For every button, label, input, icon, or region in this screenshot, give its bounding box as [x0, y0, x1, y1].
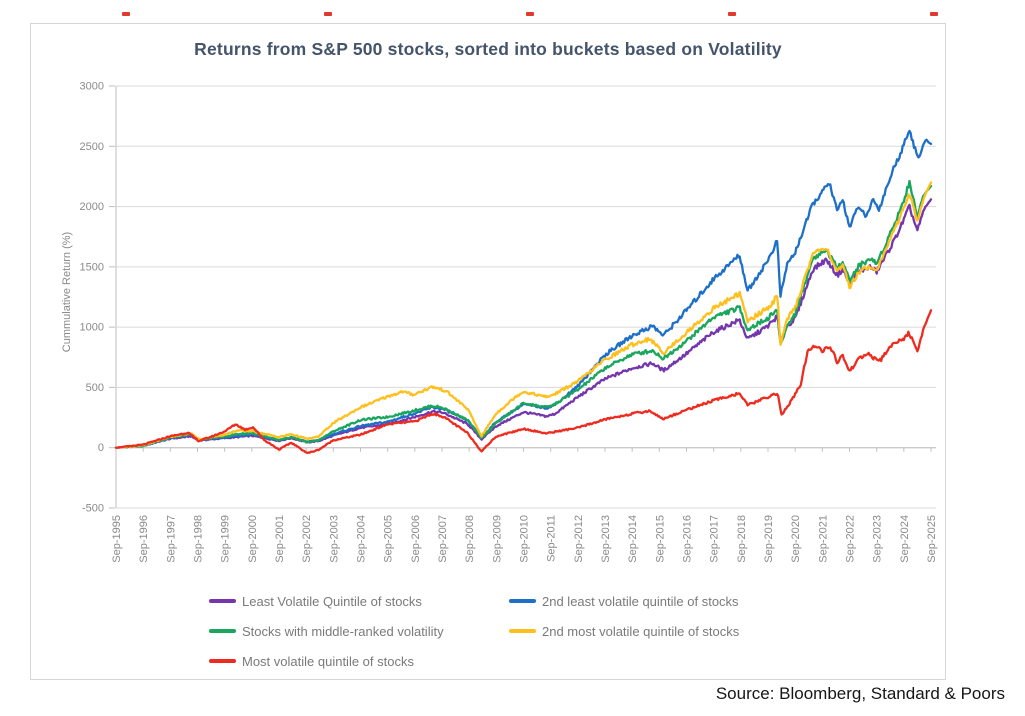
svg-text:Sep-2016: Sep-2016	[682, 515, 694, 563]
legend-label: Most volatile quintile of stocks	[242, 653, 414, 669]
chart-legend: Least Volatile Quintile of stocks 2nd lea…	[209, 586, 869, 676]
svg-text:2000: 2000	[80, 201, 104, 213]
svg-text:Sep-2017: Sep-2017	[709, 515, 721, 563]
legend-item-0: Least Volatile Quintile of stocks	[209, 594, 509, 609]
chart-title: Returns from S&P 500 stocks, sorted into…	[194, 39, 782, 59]
svg-text:Sep-2005: Sep-2005	[383, 515, 395, 563]
x-axis-tick-labels: Sep-1995 Sep-1996 Sep-1997 Sep-1998 Sep-1999…	[111, 447, 938, 563]
legend-marker-icon	[509, 599, 536, 603]
legend-item-1: 2nd least volatile quintile of stocks	[509, 594, 739, 609]
legend-item-4: Most volatile quintile of stocks	[209, 654, 509, 669]
svg-text:Sep-1997: Sep-1997	[165, 515, 177, 563]
svg-text:Sep-2022: Sep-2022	[845, 515, 857, 563]
chart-line-3	[114, 181, 933, 449]
legend-label: Least Volatile Quintile of stocks	[242, 593, 422, 609]
svg-text:Sep-2013: Sep-2013	[600, 515, 612, 563]
red-dash-artifact	[930, 12, 938, 16]
svg-text:Sep-2025: Sep-2025	[926, 515, 938, 563]
legend-row: Most volatile quintile of stocks	[209, 646, 869, 676]
svg-text:Sep-2024: Sep-2024	[899, 515, 911, 563]
legend-label: 2nd most volatile quintile of stocks	[542, 623, 740, 639]
svg-text:Sep-2011: Sep-2011	[546, 515, 558, 562]
svg-text:1500: 1500	[80, 261, 104, 273]
svg-text:Sep-2018: Sep-2018	[736, 515, 748, 563]
legend-label: 2nd least volatile quintile of stocks	[542, 593, 739, 609]
red-dash-artifact	[526, 12, 534, 16]
svg-text:500: 500	[86, 382, 104, 394]
chart-line-0	[114, 198, 933, 449]
red-dash-artifact	[122, 12, 130, 16]
svg-text:3000: 3000	[80, 81, 104, 93]
chart-line-2	[114, 179, 933, 449]
svg-text:Sep-1995: Sep-1995	[111, 515, 123, 563]
svg-text:0: 0	[98, 442, 104, 454]
y-axis-tick-labels: -500 0 500 1000 1500 2000 2500 3000	[80, 81, 115, 515]
svg-text:Sep-2023: Sep-2023	[872, 515, 884, 563]
chart-line-1	[114, 129, 933, 449]
legend-marker-icon	[209, 599, 236, 603]
legend-marker-icon	[209, 629, 236, 633]
chart-figure: Returns from S&P 500 stocks, sorted into…	[30, 23, 946, 680]
svg-text:Sep-1996: Sep-1996	[138, 515, 150, 563]
svg-text:Sep-1998: Sep-1998	[193, 515, 205, 563]
svg-text:Sep-2014: Sep-2014	[627, 515, 639, 563]
svg-text:Sep-1999: Sep-1999	[220, 515, 232, 563]
legend-item-2: Stocks with middle-ranked volatility	[209, 624, 509, 639]
legend-marker-icon	[209, 659, 236, 663]
legend-label: Stocks with middle-ranked volatility	[242, 623, 444, 639]
red-dash-artifact	[324, 12, 332, 16]
legend-item-3: 2nd most volatile quintile of stocks	[509, 624, 739, 639]
svg-text:Sep-2000: Sep-2000	[247, 515, 259, 563]
svg-text:Sep-2020: Sep-2020	[790, 515, 802, 563]
svg-text:Sep-2003: Sep-2003	[328, 515, 340, 563]
source-caption: Source: Bloomberg, Standard & Poors	[715, 684, 1005, 703]
red-dash-artifact	[728, 12, 736, 16]
svg-text:2500: 2500	[80, 141, 104, 153]
svg-text:Sep-2015: Sep-2015	[654, 515, 666, 563]
svg-text:Sep-2009: Sep-2009	[491, 515, 503, 563]
svg-text:Sep-2007: Sep-2007	[437, 515, 449, 563]
legend-marker-icon	[509, 629, 536, 633]
svg-text:Sep-2019: Sep-2019	[763, 515, 775, 563]
svg-text:-500: -500	[82, 503, 104, 515]
svg-text:Sep-2002: Sep-2002	[301, 515, 313, 563]
svg-text:Sep-2010: Sep-2010	[519, 515, 531, 563]
svg-text:Sep-2021: Sep-2021	[817, 515, 829, 563]
svg-text:1000: 1000	[80, 322, 104, 334]
svg-text:Sep-2012: Sep-2012	[573, 515, 585, 563]
svg-text:Sep-2004: Sep-2004	[356, 515, 368, 563]
svg-text:Sep-2001: Sep-2001	[274, 515, 286, 563]
chart-line-4	[114, 309, 933, 455]
gridlines	[116, 85, 936, 509]
legend-row: Stocks with middle-ranked volatility 2nd …	[209, 616, 869, 646]
svg-text:Sep-2008: Sep-2008	[464, 515, 476, 563]
legend-row: Least Volatile Quintile of stocks 2nd lea…	[209, 586, 869, 616]
svg-text:Sep-2006: Sep-2006	[410, 515, 422, 563]
